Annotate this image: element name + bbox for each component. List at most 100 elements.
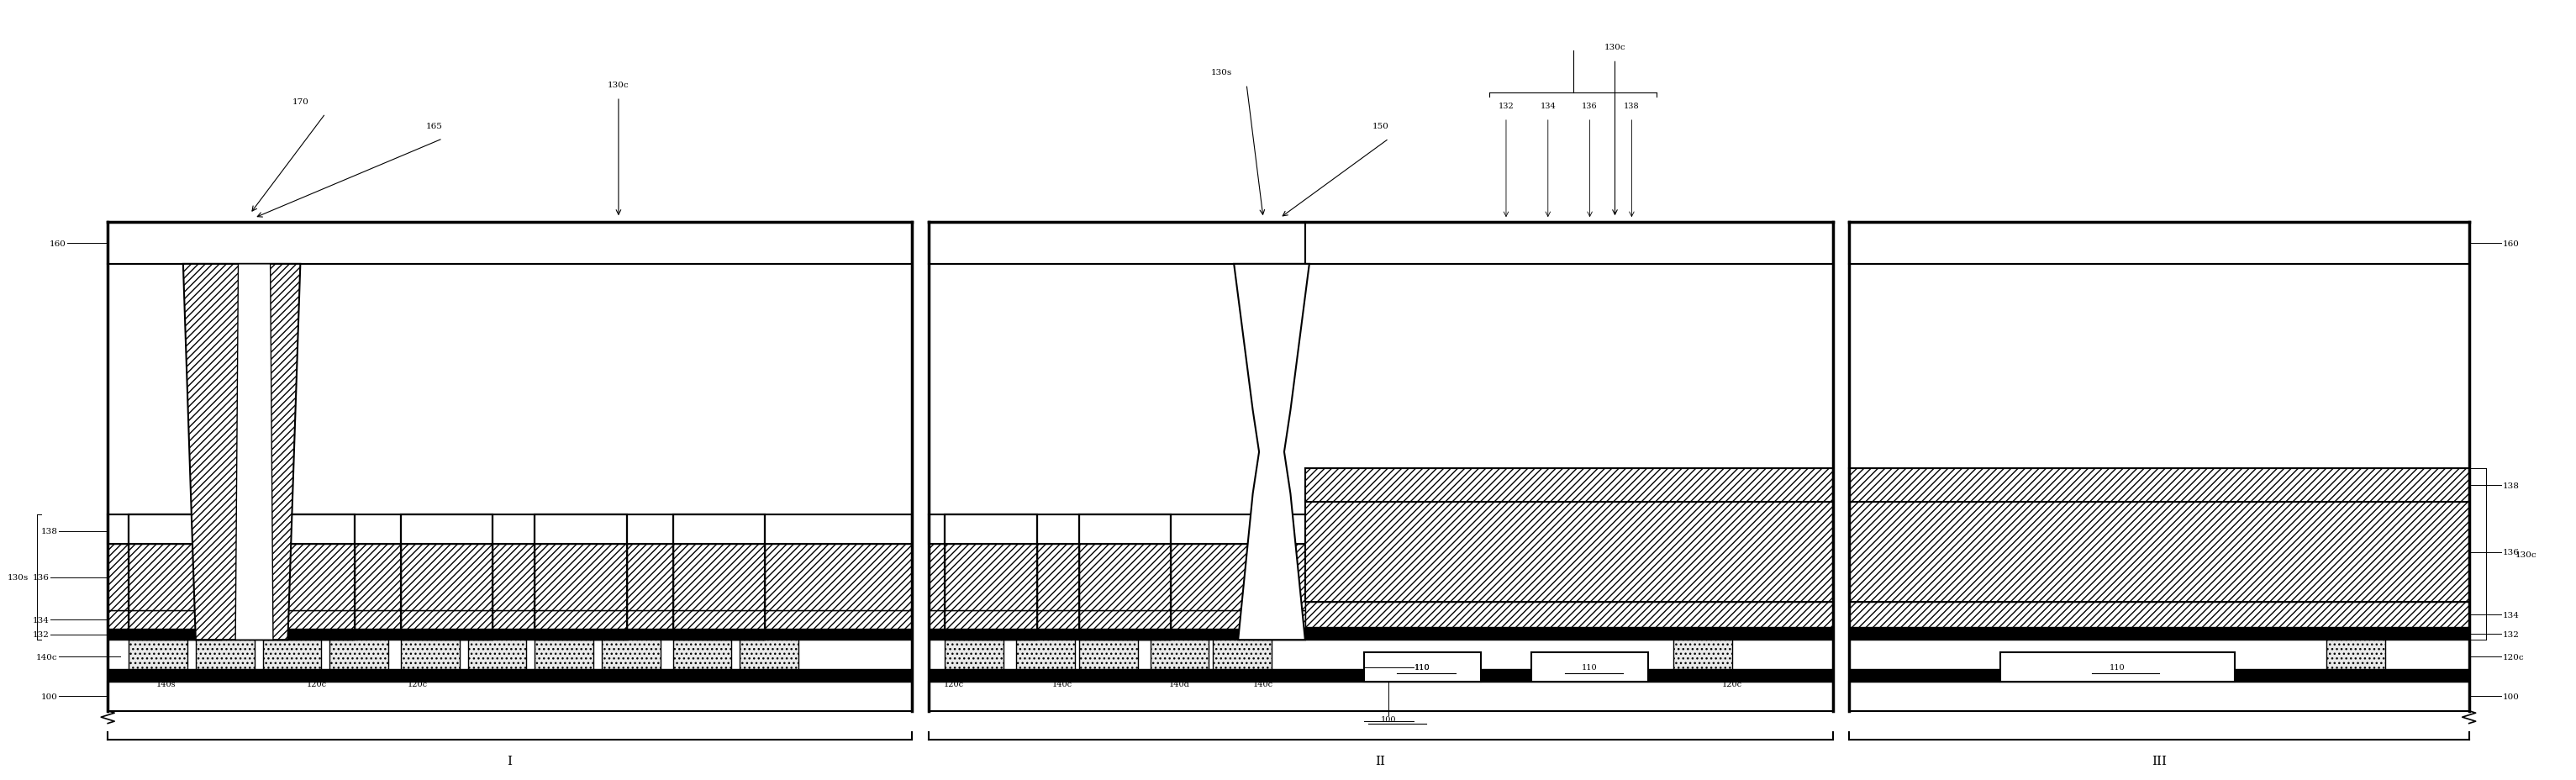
Bar bbox=[1306, 502, 1832, 602]
Bar bbox=[108, 264, 912, 515]
Text: 130s: 130s bbox=[8, 573, 28, 581]
Text: 130c: 130c bbox=[1605, 44, 1625, 51]
Text: 134: 134 bbox=[2501, 612, 2519, 619]
Bar bbox=[1999, 653, 2233, 682]
Bar bbox=[739, 640, 799, 669]
Bar bbox=[1850, 502, 2468, 602]
Bar bbox=[672, 640, 732, 669]
Bar bbox=[108, 669, 912, 682]
Bar bbox=[402, 544, 492, 611]
Bar bbox=[536, 515, 626, 544]
Bar bbox=[108, 611, 912, 629]
Bar bbox=[1530, 653, 1649, 682]
Bar bbox=[1850, 602, 2468, 627]
Text: 130s: 130s bbox=[1211, 69, 1231, 76]
Text: 140c: 140c bbox=[36, 653, 57, 661]
Text: 138: 138 bbox=[1623, 102, 1638, 110]
Text: 134: 134 bbox=[33, 616, 49, 624]
Text: 120c: 120c bbox=[1721, 680, 1741, 688]
Bar bbox=[402, 629, 492, 640]
Text: 120c: 120c bbox=[307, 680, 327, 688]
Text: 150: 150 bbox=[1373, 123, 1388, 130]
Bar bbox=[672, 611, 765, 629]
Text: 130c: 130c bbox=[608, 81, 629, 89]
Text: 110: 110 bbox=[1414, 663, 1430, 671]
Bar bbox=[1850, 669, 2468, 682]
Text: 136: 136 bbox=[1582, 102, 1597, 110]
Bar bbox=[927, 515, 1306, 544]
Bar bbox=[263, 515, 355, 544]
Polygon shape bbox=[1234, 264, 1309, 640]
Text: 138: 138 bbox=[41, 528, 57, 535]
Polygon shape bbox=[183, 264, 301, 640]
Bar bbox=[1079, 611, 1172, 629]
Bar bbox=[1079, 515, 1172, 640]
Bar bbox=[129, 515, 222, 640]
Bar bbox=[945, 544, 1038, 611]
Bar bbox=[129, 640, 188, 669]
Text: 136: 136 bbox=[33, 573, 49, 581]
Bar bbox=[536, 544, 626, 611]
Bar bbox=[536, 629, 626, 640]
Bar bbox=[402, 515, 492, 640]
Text: 165: 165 bbox=[425, 123, 443, 130]
Bar bbox=[263, 611, 355, 629]
Text: I: I bbox=[507, 755, 513, 767]
Bar bbox=[402, 640, 459, 669]
Text: 110: 110 bbox=[2110, 663, 2125, 671]
Bar bbox=[536, 515, 626, 640]
Bar bbox=[1306, 222, 1832, 264]
Bar bbox=[108, 682, 912, 711]
Text: 110: 110 bbox=[1414, 663, 1430, 671]
Bar bbox=[536, 515, 626, 640]
Bar bbox=[263, 629, 355, 640]
Text: 140c: 140c bbox=[1051, 680, 1072, 688]
Text: 134: 134 bbox=[1540, 102, 1556, 110]
Bar bbox=[1018, 640, 1074, 669]
Text: 136: 136 bbox=[2501, 548, 2519, 556]
Bar bbox=[945, 640, 1005, 669]
Bar bbox=[536, 611, 626, 629]
Bar bbox=[469, 640, 526, 669]
Bar bbox=[129, 515, 222, 544]
Bar bbox=[1213, 640, 1273, 669]
Bar bbox=[263, 515, 355, 640]
Bar bbox=[1850, 222, 2468, 264]
Text: II: II bbox=[1376, 755, 1386, 767]
Bar bbox=[672, 515, 765, 640]
Bar bbox=[1674, 640, 1731, 669]
Bar bbox=[108, 544, 912, 611]
Bar bbox=[927, 611, 1306, 629]
Bar bbox=[1850, 627, 2468, 640]
Bar bbox=[672, 515, 765, 640]
Text: III: III bbox=[2151, 755, 2166, 767]
Text: 120c: 120c bbox=[407, 680, 428, 688]
Bar bbox=[108, 515, 912, 544]
Bar bbox=[672, 515, 765, 544]
Bar bbox=[1850, 264, 2468, 469]
Bar bbox=[1306, 264, 1832, 469]
Bar bbox=[108, 629, 912, 640]
Bar bbox=[1850, 682, 2468, 711]
Bar bbox=[330, 640, 389, 669]
Text: 110: 110 bbox=[1414, 663, 1430, 671]
Text: 140c: 140c bbox=[1252, 680, 1273, 688]
Text: 100: 100 bbox=[1381, 715, 1396, 723]
Text: 138: 138 bbox=[2501, 482, 2519, 489]
Text: 100: 100 bbox=[2501, 693, 2519, 700]
Text: 130c: 130c bbox=[2514, 551, 2537, 558]
Bar bbox=[1079, 515, 1172, 544]
Bar bbox=[927, 629, 1306, 640]
Text: 132: 132 bbox=[1499, 102, 1515, 110]
Bar bbox=[1306, 627, 1832, 640]
Bar bbox=[1079, 515, 1172, 640]
Bar bbox=[2326, 640, 2385, 669]
Bar bbox=[536, 640, 592, 669]
Bar bbox=[927, 264, 1306, 515]
Bar bbox=[1079, 544, 1172, 611]
Bar bbox=[402, 611, 492, 629]
Bar bbox=[108, 222, 912, 264]
Bar bbox=[1850, 469, 2468, 502]
Text: 160: 160 bbox=[49, 239, 67, 247]
Polygon shape bbox=[234, 264, 273, 640]
